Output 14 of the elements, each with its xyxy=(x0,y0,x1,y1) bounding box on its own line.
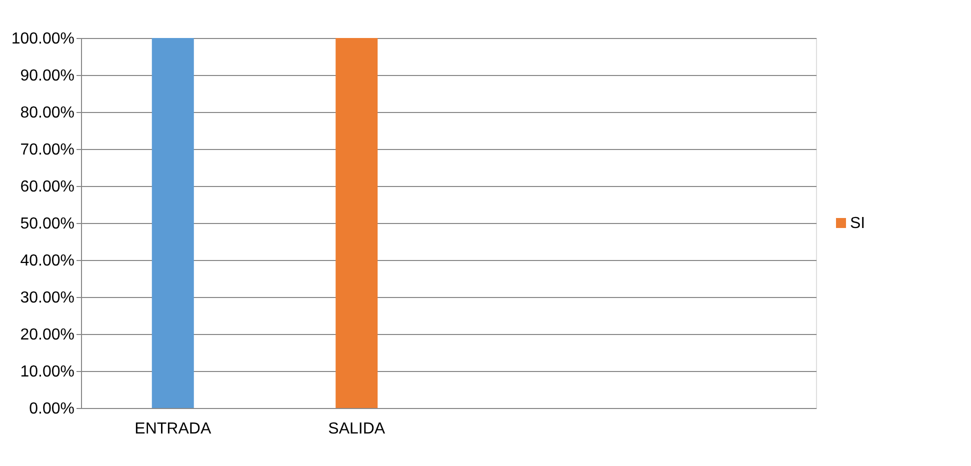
y-tick-label: 20.00% xyxy=(20,326,74,344)
y-tick-label: 50.00% xyxy=(20,216,74,232)
y-tick-label: 90.00% xyxy=(20,68,74,84)
y-tick-label: 10.00% xyxy=(20,364,74,380)
y-tick-label: 30.00% xyxy=(20,290,74,306)
legend-label: SI xyxy=(850,215,866,232)
x-tick-label: SALIDA xyxy=(328,420,386,438)
y-tick-label: 40.00% xyxy=(20,252,74,270)
x-tick-label: ENTRADA xyxy=(134,420,212,438)
y-tick-label: 80.00% xyxy=(20,104,74,122)
y-tick-label: 0.00% xyxy=(29,400,74,418)
y-tick-label: 60.00% xyxy=(20,178,74,196)
y-tick-label: 100.00% xyxy=(11,30,74,48)
y-tick-label: 70.00% xyxy=(20,142,74,158)
